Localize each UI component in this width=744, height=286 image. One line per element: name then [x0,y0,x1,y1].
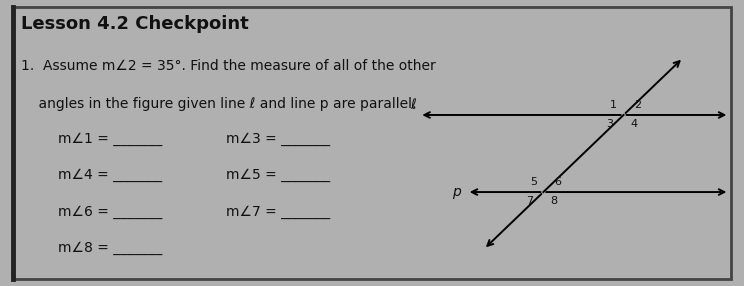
Text: 1: 1 [610,100,617,110]
Text: 1.  Assume m∠2 = 35°. Find the measure of all of the other: 1. Assume m∠2 = 35°. Find the measure of… [21,59,435,73]
Text: Lesson 4.2 Checkpoint: Lesson 4.2 Checkpoint [21,15,248,33]
Text: ℓ: ℓ [410,98,416,112]
Text: p: p [452,185,461,199]
Text: 8: 8 [550,196,557,206]
Text: m∠1 = _______: m∠1 = _______ [59,132,163,146]
Text: m∠7 = _______: m∠7 = _______ [226,205,330,219]
Text: 5: 5 [530,177,536,187]
Text: 7: 7 [526,196,533,206]
Text: m∠3 = _______: m∠3 = _______ [226,132,330,146]
Text: 3: 3 [606,119,613,129]
Text: 4: 4 [630,119,637,129]
Text: 6: 6 [554,177,561,187]
Text: angles in the figure given line ℓ and line p are parallel.: angles in the figure given line ℓ and li… [21,97,416,111]
Text: m∠5 = _______: m∠5 = _______ [226,168,330,182]
Text: 2: 2 [634,100,641,110]
Text: m∠8 = _______: m∠8 = _______ [59,241,163,255]
Text: m∠6 = _______: m∠6 = _______ [59,205,163,219]
Text: m∠4 = _______: m∠4 = _______ [59,168,163,182]
